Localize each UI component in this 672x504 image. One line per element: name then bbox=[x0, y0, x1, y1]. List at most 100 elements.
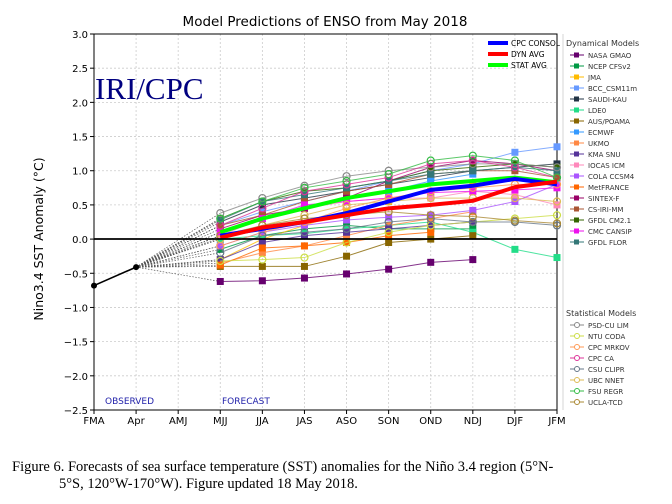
data-point bbox=[468, 156, 477, 165]
data-point bbox=[469, 256, 477, 264]
legend-label-cpc-ca: CPC CA bbox=[588, 355, 614, 363]
legend-marker-fsu-regr bbox=[574, 388, 580, 394]
legend-marker-bcc-csm11m bbox=[574, 85, 579, 91]
connector-ntu-coda bbox=[136, 260, 221, 268]
data-point bbox=[468, 212, 477, 221]
data-point bbox=[216, 214, 225, 223]
data-point bbox=[300, 253, 309, 262]
data-point bbox=[258, 244, 266, 252]
legend-marker-ukmo bbox=[574, 140, 579, 146]
y-tick-label: 1.5 bbox=[72, 133, 88, 144]
data-point bbox=[342, 172, 351, 181]
data-point bbox=[552, 197, 562, 206]
legend-label-kma-snu: KMA SNU bbox=[588, 151, 620, 159]
legend-label-cpc-consol: CPC CONSOL bbox=[511, 39, 561, 48]
connector-fsu-regr bbox=[135, 218, 221, 268]
y-tick-label: 3.0 bbox=[72, 30, 88, 41]
data-point bbox=[468, 217, 477, 227]
data-point bbox=[511, 148, 519, 156]
data-point bbox=[216, 216, 224, 224]
data-point bbox=[552, 163, 562, 172]
legend-label-ntu-coda: NTU CODA bbox=[588, 333, 626, 341]
legend-marker-gfdl-flor bbox=[574, 239, 579, 245]
connector-sintex-f bbox=[135, 228, 221, 268]
data-point bbox=[258, 262, 266, 270]
data-point bbox=[384, 228, 393, 237]
data-point bbox=[510, 156, 520, 165]
legend-label-cs-iri-mm: CS-IRI-MM bbox=[588, 206, 623, 214]
legend-label-csu-clipr: CSU CLIPR bbox=[588, 366, 625, 374]
legend-marker-ucla-tcd bbox=[574, 399, 580, 405]
legend-marker-gfdl-cm2-1 bbox=[574, 217, 579, 223]
data-point bbox=[216, 248, 225, 257]
legend-marker-sintex-f bbox=[574, 195, 579, 201]
x-tick-label: MJJ bbox=[213, 416, 228, 427]
legend-marker-ubc-nnet bbox=[574, 377, 580, 383]
legend-averages: CPC CONSOL DYN AVG STAT AVG bbox=[488, 39, 561, 70]
x-tick-label: ASO bbox=[336, 416, 357, 427]
avg-line-stat-avg bbox=[219, 175, 558, 235]
data-point bbox=[426, 211, 435, 220]
data-point bbox=[385, 265, 393, 273]
series-metfrance bbox=[216, 228, 435, 269]
legend-marker-cpc-ca bbox=[574, 355, 580, 361]
legend-marker-cola-ccsm4 bbox=[574, 173, 579, 179]
legend-label-cpc-mrkov: CPC MRKOV bbox=[588, 344, 630, 352]
data-point bbox=[384, 170, 393, 179]
data-point bbox=[469, 167, 477, 175]
connector-cpc-ca bbox=[135, 225, 221, 268]
legend-marker-iocas-icm bbox=[574, 162, 579, 168]
x-tick-label: JAS bbox=[295, 416, 312, 427]
observed-point bbox=[133, 264, 140, 271]
legend-label-aus-poama: AUS/POAMA bbox=[588, 118, 630, 126]
data-point bbox=[300, 262, 308, 270]
y-axis-label: Nino3.4 SST Anomaly (°C) bbox=[31, 157, 46, 320]
legend-label-dyn-avg: DYN AVG bbox=[511, 50, 545, 59]
y-tick-label: −2.0 bbox=[64, 372, 88, 383]
legend-marker-aus-poama bbox=[574, 118, 579, 124]
data-point bbox=[258, 197, 267, 206]
data-point bbox=[300, 201, 308, 209]
legend-statistical-title: Statistical Models bbox=[566, 309, 636, 318]
connector-stat-avg bbox=[135, 231, 221, 268]
data-point bbox=[258, 255, 267, 264]
y-tick-label: 1.0 bbox=[72, 167, 88, 178]
legend-label-iocas-icm: IOCAS ICM bbox=[588, 162, 625, 170]
observed-series bbox=[91, 264, 140, 289]
legend-label-cola-ccsm4: COLA CCSM4 bbox=[588, 173, 635, 181]
legend-marker-csu-clipr bbox=[574, 366, 580, 372]
data-point bbox=[300, 183, 309, 192]
data-point bbox=[216, 277, 224, 285]
legend-marker-jma bbox=[574, 74, 579, 80]
data-point bbox=[385, 213, 393, 221]
legend-label-fsu-regr: FSU REGR bbox=[588, 388, 623, 396]
connector-nasa-gmao bbox=[136, 266, 221, 282]
data-point bbox=[427, 189, 435, 197]
data-point bbox=[553, 143, 561, 151]
legend-marker-nasa-gmao bbox=[574, 52, 579, 58]
data-point bbox=[511, 245, 519, 253]
series-nasa-gmao bbox=[216, 256, 477, 285]
figure-caption: Figure 6. Forecasts of sea surface tempe… bbox=[12, 459, 662, 493]
data-point bbox=[426, 193, 435, 203]
data-point bbox=[552, 219, 562, 228]
data-point bbox=[553, 254, 561, 262]
series-line-fsu-regr bbox=[220, 155, 558, 220]
legend-dynamical-title: Dynamical Models bbox=[566, 39, 639, 48]
y-tick-label: 0.0 bbox=[72, 235, 88, 246]
legend-marker-kma-snu bbox=[574, 151, 579, 157]
legend-marker-cmc-cansip bbox=[574, 228, 579, 234]
legend-marker-psd-cu-lim bbox=[574, 322, 580, 328]
forecast-label: FORECAST bbox=[222, 397, 270, 407]
caption-line-1: Figure 6. Forecasts of sea surface tempe… bbox=[12, 459, 554, 475]
connector-ncep-cfsv2 bbox=[136, 249, 221, 268]
legend-label-gfdl-flor: GFDL FLOR bbox=[588, 239, 627, 247]
y-tick-label: 0.5 bbox=[72, 201, 88, 212]
observed-line bbox=[93, 266, 137, 287]
data-point bbox=[552, 211, 562, 220]
x-tick-label: NDJ bbox=[464, 416, 482, 427]
data-point bbox=[216, 256, 225, 266]
legend-marker-ecmwf bbox=[574, 129, 579, 135]
connector-aus-poama bbox=[136, 266, 221, 268]
data-point bbox=[342, 176, 351, 186]
